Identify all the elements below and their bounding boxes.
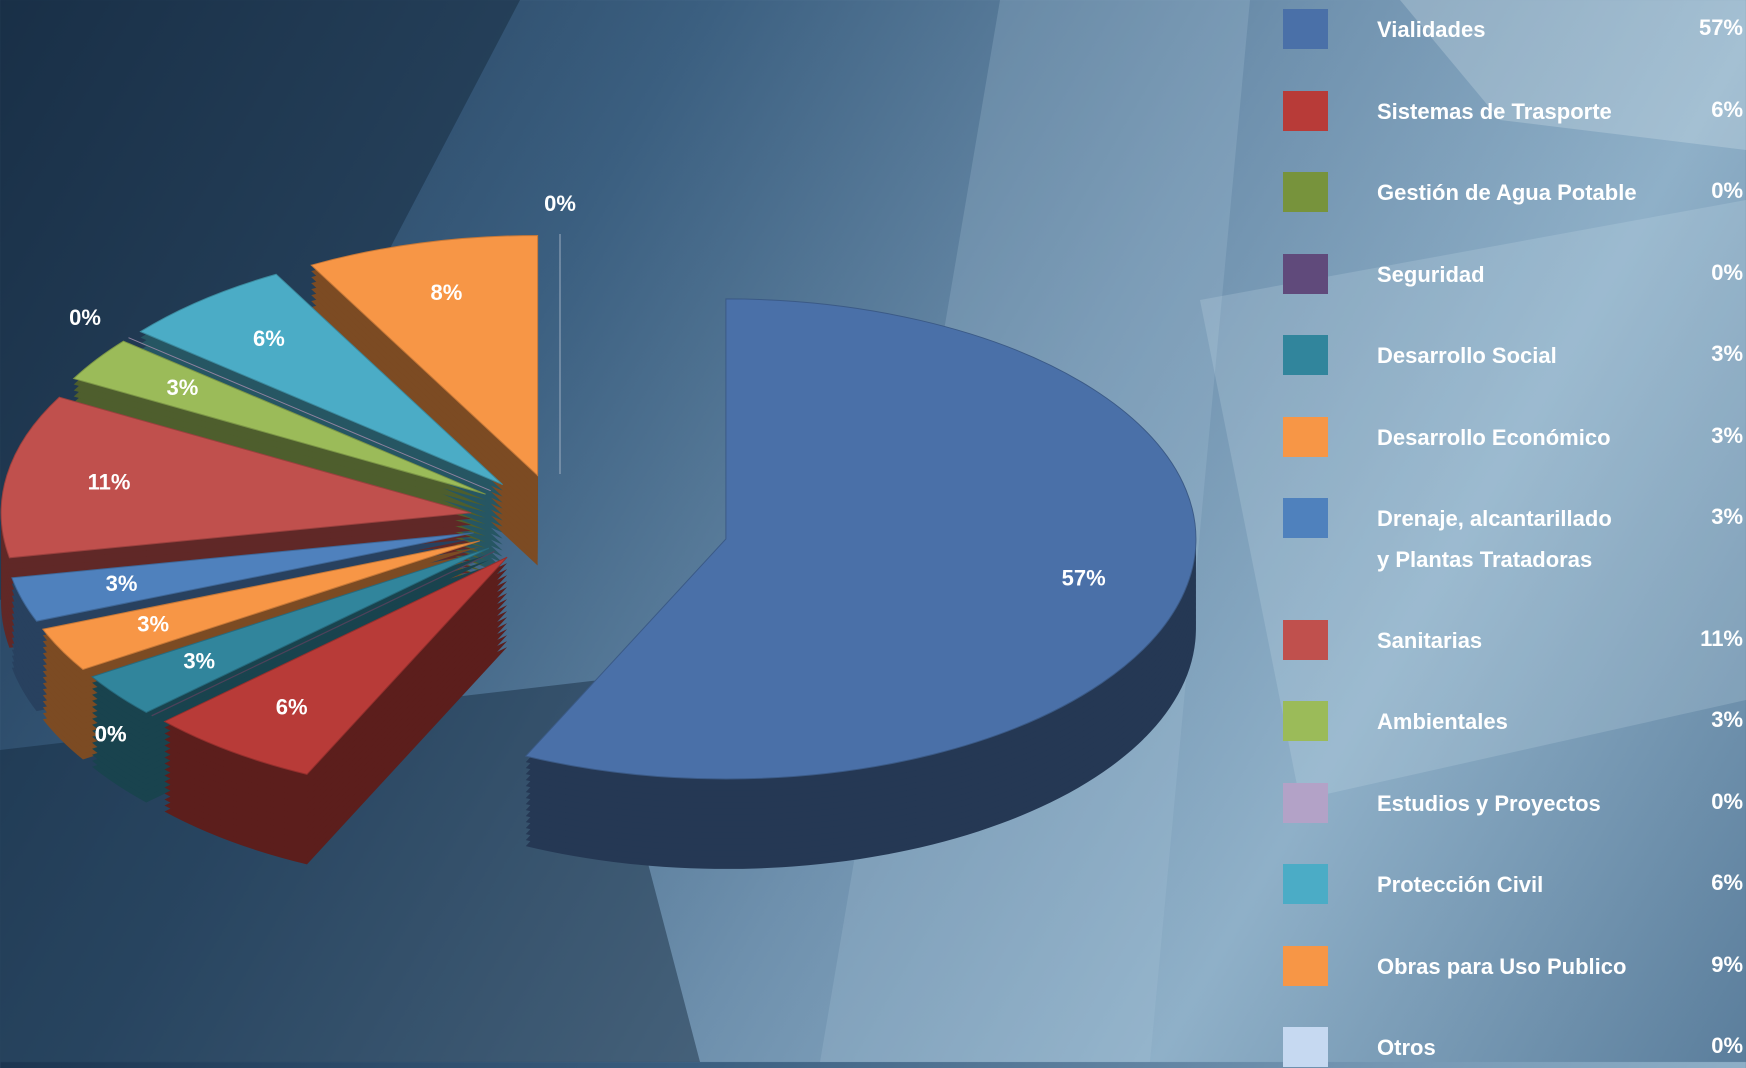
legend-swatch bbox=[1283, 9, 1328, 49]
legend-label: Protección Civil bbox=[1377, 872, 1544, 897]
legend-label: Drenaje, alcantarillado y Plantas Tratad… bbox=[1377, 506, 1612, 572]
slice bbox=[72, 340, 486, 495]
data-label: 3% bbox=[137, 612, 169, 637]
legend-label: Ambientales bbox=[1377, 709, 1508, 734]
legend-item: Ambientales 3% bbox=[1283, 701, 1743, 741]
data-label: 57% bbox=[1062, 566, 1106, 591]
legend-value: 57% bbox=[1698, 15, 1743, 40]
legend-item: Drenaje, alcantarillado y Plantas Tratad… bbox=[1283, 498, 1743, 572]
legend-item: Sistemas de Trasporte 6% bbox=[1283, 90, 1743, 131]
legend-swatch bbox=[1283, 945, 1328, 986]
legend-value: 11% bbox=[1700, 625, 1743, 651]
slice bbox=[139, 273, 503, 486]
legend-item: Obras para Uso Publico 9% bbox=[1283, 945, 1743, 986]
legend-value: 6% bbox=[1711, 96, 1743, 122]
legend-swatch bbox=[1283, 498, 1328, 538]
legend-value: 0% bbox=[1711, 788, 1743, 814]
data-label: 3% bbox=[166, 375, 198, 400]
slice bbox=[310, 234, 539, 477]
slice bbox=[91, 547, 490, 714]
data-label: 0% bbox=[69, 305, 101, 330]
slice bbox=[151, 551, 495, 717]
legend-label: Vialidades bbox=[1377, 17, 1486, 42]
data-label: 3% bbox=[183, 649, 215, 674]
legend-label: Desarrollo Económico bbox=[1377, 424, 1611, 450]
data-label: 8% bbox=[431, 280, 463, 305]
legend-swatch bbox=[1283, 335, 1328, 375]
legend-value: 9% bbox=[1711, 951, 1743, 977]
legend-item: Otros 0% bbox=[1283, 1027, 1743, 1067]
legend-label: Desarrollo Social bbox=[1377, 343, 1557, 368]
slice bbox=[0, 396, 472, 559]
slice bbox=[128, 337, 491, 492]
legend-label: Sistemas de Trasporte bbox=[1377, 98, 1612, 124]
legend-label: Gestión de Agua Potable bbox=[1377, 180, 1637, 205]
data-label: 11% bbox=[88, 469, 131, 494]
legend-item: Protección Civil 6% bbox=[1283, 864, 1743, 904]
legend-swatch bbox=[1283, 619, 1328, 660]
legend-label: Seguridad bbox=[1377, 261, 1485, 287]
legend-item: Desarrollo Económico 3% bbox=[1283, 416, 1743, 457]
legend-swatch bbox=[1283, 90, 1328, 131]
data-label: 3% bbox=[106, 571, 138, 596]
legend-value: 0% bbox=[1711, 259, 1743, 285]
legend-swatch bbox=[1283, 782, 1328, 823]
data-label: 0% bbox=[95, 721, 127, 746]
slice bbox=[41, 540, 480, 671]
legend-value: 0% bbox=[1711, 1033, 1743, 1058]
legend-swatch bbox=[1283, 1027, 1328, 1067]
data-label: 0% bbox=[95, 721, 127, 746]
legend-label: Otros bbox=[1377, 1035, 1436, 1060]
legend-label: Estudios y Proyectos bbox=[1377, 790, 1601, 816]
legend-label: Sanitarias bbox=[1377, 627, 1483, 653]
legend-value: 3% bbox=[1711, 341, 1743, 366]
legend-swatch bbox=[1283, 416, 1328, 457]
legend-value: 6% bbox=[1711, 870, 1743, 895]
slice-side bbox=[11, 538, 474, 628]
legend-label: Obras para Uso Publico bbox=[1377, 953, 1627, 979]
legend-swatch bbox=[1283, 864, 1328, 904]
legend-item: Seguridad 0% bbox=[1283, 253, 1743, 294]
legend-value: 3% bbox=[1711, 707, 1743, 732]
data-label: 6% bbox=[253, 326, 285, 351]
legend-item: Estudios y Proyectos 0% bbox=[1283, 782, 1743, 823]
data-label: 0% bbox=[544, 191, 576, 216]
slice bbox=[524, 298, 1197, 780]
legend-item: Sanitarias 11% bbox=[1283, 619, 1743, 660]
legend-value: 3% bbox=[1711, 422, 1743, 448]
slice bbox=[163, 556, 508, 775]
legend-swatch bbox=[1283, 701, 1328, 741]
legend-item: Desarrollo Social 3% bbox=[1283, 335, 1743, 375]
slice bbox=[11, 532, 474, 622]
legend-item: Gestión de Agua Potable 0% bbox=[1283, 172, 1743, 212]
legend-swatch bbox=[1283, 253, 1328, 294]
legend-value: 0% bbox=[1711, 178, 1743, 203]
legend-swatch bbox=[1283, 172, 1328, 212]
legend-item: Vialidades 57% bbox=[1283, 9, 1743, 49]
data-label: 6% bbox=[276, 694, 308, 719]
legend-value: 3% bbox=[1711, 504, 1743, 529]
